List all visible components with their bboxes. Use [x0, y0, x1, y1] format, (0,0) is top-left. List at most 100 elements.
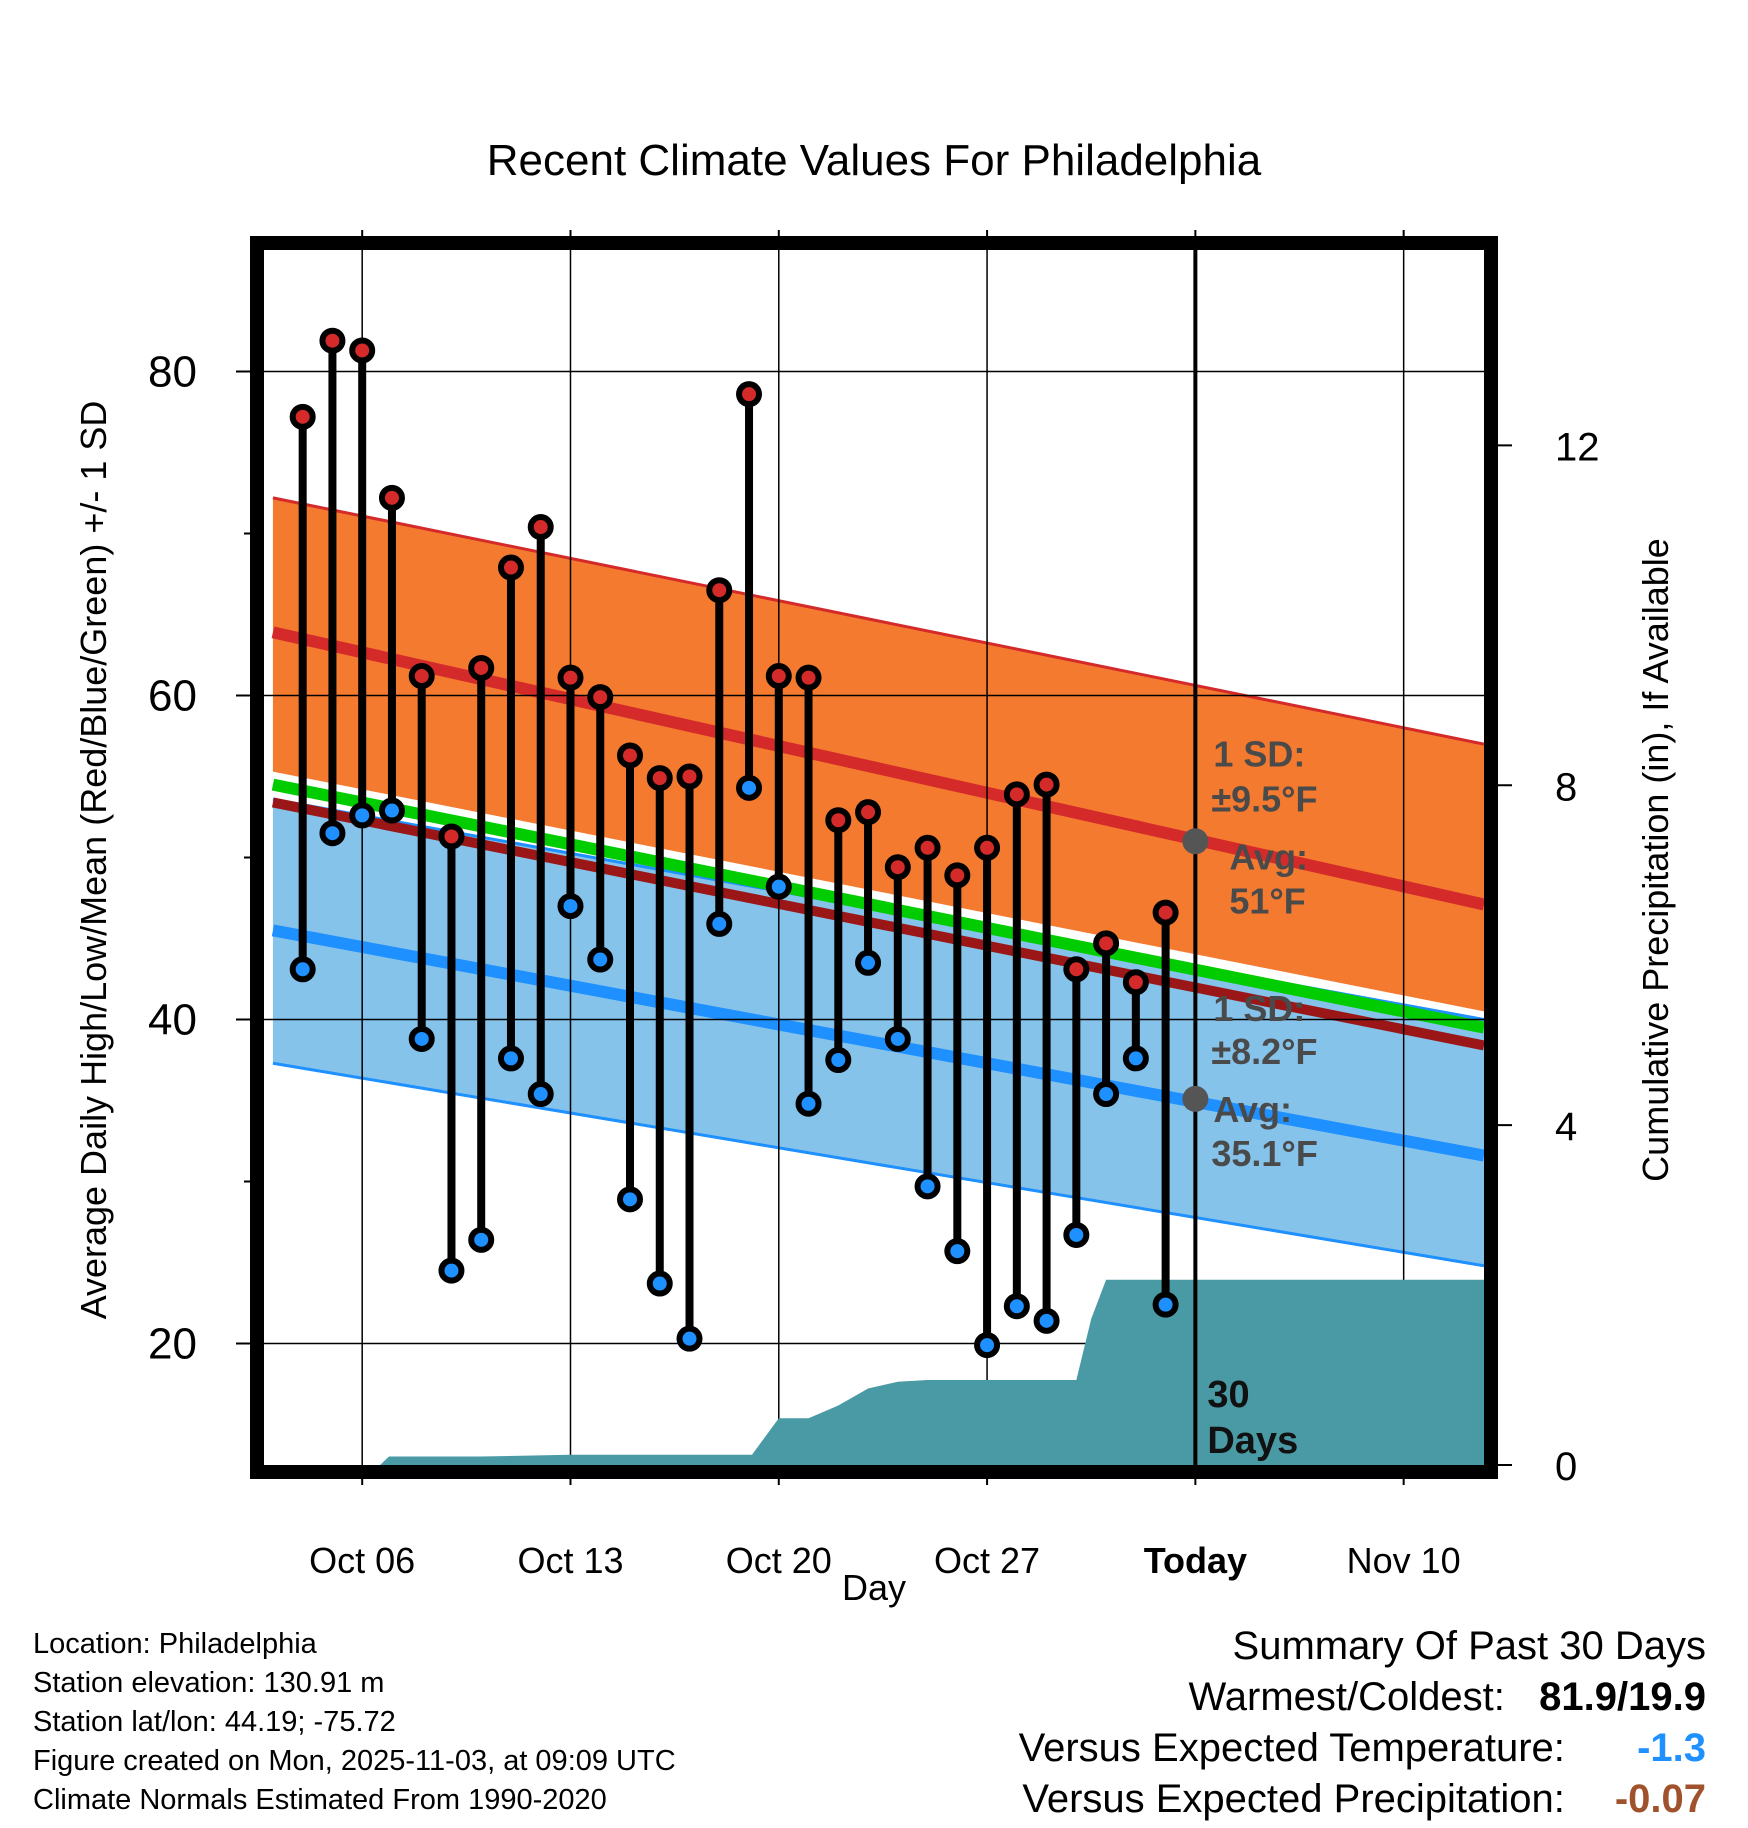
- low-point: [408, 1025, 435, 1052]
- chart-title: Recent Climate Values For Philadelphia: [487, 136, 1262, 185]
- high-point: [944, 862, 971, 889]
- precip-label: Versus Expected Precipitation:: [1022, 1777, 1565, 1821]
- summary-temp-row: Versus Expected Temperature: -1.3: [1019, 1723, 1706, 1774]
- x-tick-label: Nov 10: [1347, 1540, 1461, 1581]
- climate-chart: Recent Climate Values For Philadelphia 1…: [73, 136, 1676, 1608]
- high-point: [646, 765, 673, 792]
- warmest-label: Warmest/Coldest:: [1188, 1675, 1505, 1719]
- high-point: [319, 327, 346, 354]
- warmest-value: 81.9/19.9: [1539, 1675, 1706, 1719]
- low-point: [855, 949, 882, 976]
- plot-frame: [250, 236, 1498, 1479]
- low-point: [884, 1025, 911, 1052]
- precip-area: [264, 1279, 1484, 1465]
- high-point: [408, 663, 435, 690]
- summary-heading: Summary Of Past 30 Days: [1232, 1624, 1706, 1668]
- x-tick-label: Oct 27: [934, 1540, 1040, 1581]
- high-point: [706, 577, 733, 604]
- low-point: [1003, 1293, 1030, 1320]
- high-point: [736, 381, 763, 408]
- y2-tick-label: 8: [1555, 765, 1577, 809]
- high-point: [795, 664, 822, 691]
- low-point: [587, 946, 614, 973]
- high-point: [497, 554, 524, 581]
- low-point: [1093, 1081, 1120, 1108]
- y2-tick-label: 4: [1555, 1105, 1577, 1149]
- low-sd-value: ±8.2°F: [1211, 1031, 1317, 1072]
- low-point: [1033, 1307, 1060, 1334]
- high-point: [378, 484, 405, 511]
- x-tick-label: Oct 20: [726, 1540, 832, 1581]
- high-point: [438, 823, 465, 850]
- low-point: [676, 1325, 703, 1352]
- info-created: Figure created on Mon, 2025-11-03, at 09…: [33, 1745, 676, 1777]
- summary-warmest-row: Warmest/Coldest: 81.9/19.9: [1019, 1672, 1707, 1723]
- low-point: [825, 1047, 852, 1073]
- temp-label: Versus Expected Temperature:: [1018, 1726, 1565, 1770]
- days-label-text: Days: [1207, 1420, 1298, 1462]
- y-tick-label: 60: [148, 672, 197, 721]
- x-axis-label: Day: [842, 1567, 906, 1608]
- temp-value: -1.3: [1637, 1726, 1706, 1770]
- low-point: [1122, 1045, 1149, 1072]
- info-elevation: Station elevation: 130.91 m: [33, 1667, 385, 1699]
- high-avg-marker: [1182, 828, 1209, 855]
- low-point: [617, 1186, 643, 1213]
- high-point: [914, 834, 941, 861]
- low-point: [646, 1270, 673, 1297]
- station-info: Location: Philadelphia Station elevation…: [33, 1625, 676, 1820]
- low-point: [349, 802, 376, 829]
- low-point: [914, 1173, 941, 1200]
- low-lower-line: [272, 1061, 1484, 1268]
- days-label-number: 30: [1207, 1374, 1249, 1416]
- low-point: [1063, 1221, 1090, 1248]
- high-point: [825, 807, 852, 834]
- high-upper-line: [272, 496, 1484, 746]
- high-point: [1093, 930, 1120, 957]
- low-point: [974, 1332, 1001, 1359]
- high-point: [855, 799, 882, 826]
- high-point: [1003, 781, 1030, 808]
- low-point: [706, 910, 733, 937]
- x-tick-label: Today: [1144, 1540, 1247, 1581]
- y2-tick-label: 0: [1555, 1445, 1577, 1489]
- low-point: [795, 1090, 822, 1117]
- high-point: [289, 403, 316, 430]
- low-avg-marker: [1182, 1085, 1209, 1112]
- y-tick-label: 40: [148, 996, 197, 1045]
- high-point: [1152, 899, 1179, 926]
- y2-axis-label: Cumulative Precipitation (in), If Availa…: [1635, 538, 1676, 1182]
- low-point: [289, 956, 316, 983]
- low-point: [438, 1257, 465, 1284]
- high-point: [974, 834, 1001, 861]
- high-sd-band: [272, 497, 1484, 1012]
- high-point: [1063, 956, 1090, 983]
- high-point: [468, 654, 495, 681]
- low-point: [378, 797, 405, 824]
- info-latlon: Station lat/lon: 44.19; -75.72: [33, 1706, 396, 1738]
- low-point: [765, 873, 792, 900]
- low-avg-value: 35.1°F: [1211, 1133, 1317, 1174]
- precip-value: -0.07: [1614, 1777, 1706, 1821]
- summary-precip-row: Versus Expected Precipitation: -0.07: [1019, 1774, 1706, 1825]
- high-point: [349, 337, 376, 364]
- high-point: [587, 684, 614, 711]
- y2-tick-label: 12: [1555, 425, 1600, 469]
- high-point: [676, 763, 703, 790]
- low-point: [736, 774, 763, 801]
- high-point: [765, 663, 792, 690]
- high-avg-value: 51°F: [1229, 880, 1305, 921]
- info-normals: Climate Normals Estimated From 1990-2020: [33, 1784, 607, 1816]
- low-point: [557, 893, 584, 920]
- high-sd-value: ±9.5°F: [1211, 778, 1317, 819]
- low-point: [468, 1226, 495, 1253]
- mean-shadow-line: [271, 797, 1484, 1051]
- y-axis-label: Average Daily High/Low/Mean (Red/Blue/Gr…: [73, 401, 114, 1320]
- low-point: [497, 1045, 524, 1072]
- y-tick-label: 20: [148, 1320, 197, 1369]
- high-avg-label: Avg:: [1229, 836, 1308, 877]
- low-avg-line: [271, 924, 1484, 1162]
- y-tick-label: 80: [148, 348, 197, 397]
- mean-avg-line: [271, 778, 1484, 1034]
- high-point: [617, 742, 643, 769]
